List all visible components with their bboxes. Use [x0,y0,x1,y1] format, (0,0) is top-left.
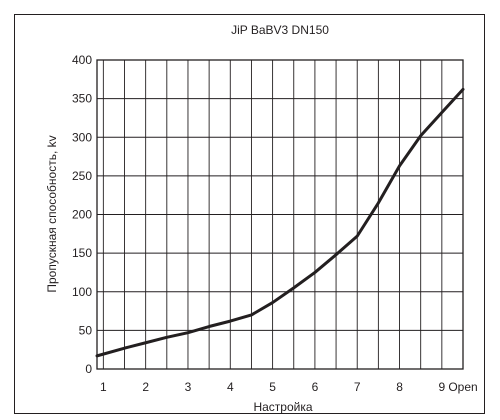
x-tick-label: 8 [396,380,403,394]
y-tick-label: 0 [85,362,92,376]
y-tick-label: 350 [72,92,92,106]
y-tick-label: 100 [72,285,92,299]
y-axis-label: Пропускная способность, kv [45,135,59,292]
x-tick-label: 4 [227,380,234,394]
y-tick-label: 400 [72,53,92,67]
x-axis-label: Настройка [253,400,312,414]
x-tick-label: 3 [185,380,192,394]
chart-title: JiP BaBV3 DN150 [231,23,329,37]
x-tick-label: 1 [100,380,107,394]
series-line [97,89,463,356]
x-tick-label: 7 [354,380,361,394]
horizontal-gridlines [97,60,463,369]
x-axis-tick-labels: 1 2 3 4 5 6 7 8 9 Open [100,380,478,394]
x-tick-label: Open [448,380,477,394]
y-tick-label: 300 [72,130,92,144]
x-tick-label: 5 [269,380,276,394]
y-axis-tick-labels: 0 50 100 150 200 250 300 350 400 [72,53,92,376]
y-tick-label: 50 [79,323,93,337]
y-tick-label: 200 [72,208,92,222]
y-tick-label: 250 [72,169,92,183]
x-tick-label: 2 [142,380,149,394]
y-tick-label: 150 [72,246,92,260]
x-tick-label: 6 [312,380,319,394]
x-tick-label: 9 [439,380,446,394]
